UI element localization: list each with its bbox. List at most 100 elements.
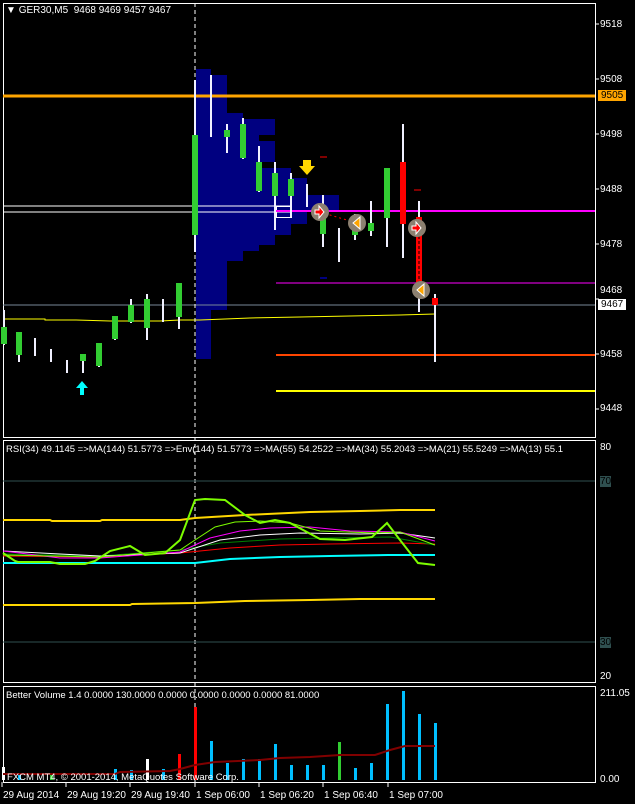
bullish-candle-body [272, 173, 278, 196]
volume-profile-bar [196, 141, 275, 162]
volume-bar [178, 754, 181, 780]
volume-bar [274, 744, 277, 780]
rsi-envelope-lower [3, 598, 435, 606]
volume-profile-bar [196, 211, 307, 224]
volume-profile-bar [196, 235, 275, 245]
sell-arrow-icon [314, 204, 325, 220]
time-label: 1 Sep 06:20 [260, 790, 314, 801]
bullish-candle-body [128, 305, 134, 322]
rsi-title: RSI(34) 49.1145 =>MA(144) 51.5773 =>Env(… [6, 444, 563, 455]
time-label: 1 Sep 07:00 [389, 790, 443, 801]
close-arrow-icon [416, 282, 425, 298]
volume-profile-bar [196, 310, 211, 359]
volume-bar [402, 691, 405, 780]
rsi-envelope-upper [3, 509, 435, 522]
volume-bar [290, 765, 293, 780]
copyright-label: FXCM MT4, © 2001-2014, MetaQuotes Softwa… [7, 772, 239, 783]
down-arrow-icon [299, 160, 315, 175]
rsi-level-70: 70 [600, 476, 612, 487]
volume-title: Better Volume 1.4 0.0000 130.0000 0.0000… [6, 690, 320, 701]
bullish-candle-body [16, 332, 22, 355]
volume-bar [18, 773, 21, 780]
time-label: 29 Aug 19:20 [67, 790, 126, 801]
bullish-candle-body [240, 124, 246, 158]
volume-bar [146, 759, 149, 780]
volume-tick-min: 0.00 [600, 774, 620, 785]
volume-profile-bar [196, 178, 307, 195]
volume-bar [226, 763, 229, 780]
price-tick: 9478 [600, 239, 623, 250]
price-tick: 9498 [600, 129, 623, 140]
panel-border [3, 686, 596, 783]
volume-average-line [3, 745, 435, 775]
symbol-label: GER30,M5 [18, 5, 69, 16]
volume-bar [162, 769, 165, 780]
volume-bar [130, 770, 133, 780]
volume-bar [242, 759, 245, 780]
volume-profile-bar [196, 245, 259, 251]
volume-bar [370, 763, 373, 780]
bid-price-tag: 9467 [598, 299, 627, 310]
bullish-candle-body [112, 316, 118, 339]
time-label: 1 Sep 06:00 [196, 790, 250, 801]
rsi-level-30: 30 [600, 637, 612, 648]
bullish-candle-body [96, 343, 102, 366]
volume-bar [210, 741, 213, 780]
chart-header: ▼ GER30,M5 9468 9469 9457 9467 [6, 5, 171, 16]
bullish-candle-body [288, 179, 294, 196]
price-tick: 9458 [600, 349, 623, 360]
rsi-tick-80: 80 [600, 442, 612, 453]
bullish-candle-body [368, 223, 374, 231]
bearish-candle-body [400, 162, 406, 224]
volume-profile-bar [196, 195, 339, 211]
volume-bar [386, 704, 389, 780]
time-label: 29 Aug 19:40 [131, 790, 190, 801]
bullish-candle-body [384, 168, 390, 218]
panel-border [3, 440, 596, 683]
bullish-candle-body [1, 327, 7, 344]
price-tick: 9448 [600, 403, 623, 414]
volume-tick-max: 211.05 [600, 688, 630, 699]
rsi-signal-line [2, 520, 436, 558]
up-arrow-icon [76, 381, 88, 395]
volume-bar [194, 707, 197, 780]
rsi-ma21-line [2, 532, 436, 557]
volume-bar [354, 768, 357, 780]
rsi-ma13-line [2, 526, 436, 559]
panel-border [3, 3, 596, 438]
volume-profile-bar [196, 119, 275, 135]
volume-bar [306, 765, 309, 780]
time-label: 1 Sep 06:40 [324, 790, 378, 801]
bullish-candle-body [144, 299, 150, 328]
volume-profile-bar [196, 224, 291, 235]
volume-profile-bar [196, 168, 291, 178]
bullish-candle-body [176, 283, 182, 317]
bullish-candle-body [256, 162, 262, 191]
volume-profile-bar [196, 251, 243, 261]
volume-bar [50, 773, 53, 780]
rsi-ma144-line [3, 554, 435, 564]
rsi-tick-20: 20 [600, 671, 612, 682]
bearish-candle-body [432, 298, 438, 305]
bullish-candle-body [224, 130, 230, 137]
price-tick: 9508 [600, 74, 623, 85]
volume-profile-bar [196, 162, 259, 168]
volume-profile-bar [196, 69, 211, 75]
bullish-candle-body [192, 135, 198, 235]
close-arrow-icon [352, 215, 361, 231]
price-tick: 9518 [600, 19, 623, 30]
sell-arrow-icon [411, 220, 422, 236]
rsi-line [2, 497, 436, 566]
volume-profile-bar [196, 113, 243, 119]
collapse-triangle-icon[interactable]: ▼ [6, 5, 16, 16]
price-tick: 9468 [600, 285, 623, 296]
bullish-candle-body [80, 354, 86, 361]
volume-bar [258, 759, 261, 780]
ohlc-readout: 9468 9469 9457 9467 [73, 5, 172, 16]
moving-average-line [3, 313, 436, 322]
volume-profile-bar [196, 261, 227, 310]
time-label: 29 Aug 2014 [3, 790, 60, 801]
volume-bar [322, 765, 325, 780]
